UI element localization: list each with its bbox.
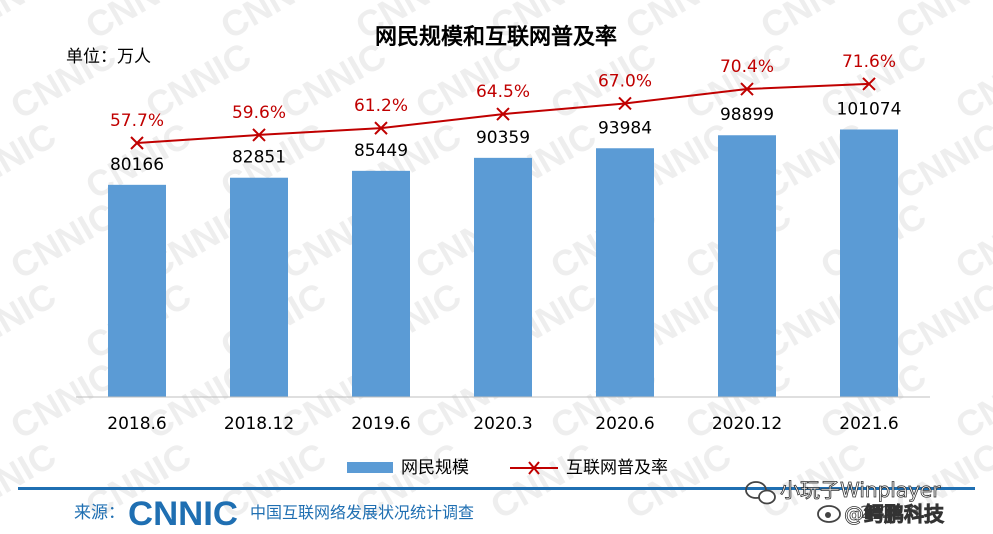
x-tick-label: 2020.6 xyxy=(595,414,654,434)
rate-marker-2020.12 xyxy=(740,82,754,96)
bar-2018.12 xyxy=(230,177,288,397)
bar-2019.6 xyxy=(352,170,410,397)
watermark-text: CNNIC xyxy=(0,114,63,207)
watermark-text: CNNIC xyxy=(484,434,603,527)
bar-value-label: 98899 xyxy=(720,105,774,125)
legend-label-rate: 互联网普及率 xyxy=(566,458,668,478)
wechat-name: 小玩子Winplayer xyxy=(780,478,941,502)
watermark-text: CNNIC xyxy=(949,354,993,447)
rate-marker-2020.6 xyxy=(618,96,632,111)
x-tick-label: 2019.6 xyxy=(351,414,410,434)
watermark-text: CNNIC xyxy=(0,0,63,47)
date-text: 2021.6 xyxy=(860,503,919,523)
watermark-text: CNNIC xyxy=(889,114,993,207)
bar-value-label: 85449 xyxy=(354,141,408,161)
watermark-text: CNNIC xyxy=(889,274,993,367)
legend-swatch-marker xyxy=(528,461,540,475)
bar-2021.6 xyxy=(840,129,898,397)
footer-divider xyxy=(18,487,975,490)
weibo-icon xyxy=(817,505,841,523)
x-tick-label: 2020.3 xyxy=(473,414,532,434)
bar-value-label: 82851 xyxy=(232,148,286,168)
rate-marker-2020.3 xyxy=(496,107,510,121)
bar-2020.3 xyxy=(474,157,532,397)
bar-2020.6 xyxy=(596,148,654,397)
x-tick-label: 2020.12 xyxy=(712,414,782,434)
cnnic-logo: CNNIC xyxy=(128,495,238,533)
bar-value-label: 80166 xyxy=(110,155,164,175)
rate-value-label: 61.2% xyxy=(354,96,408,116)
legend-swatch-bar xyxy=(347,462,393,473)
watermark-text: CNNIC xyxy=(0,434,63,527)
rate-value-label: 67.0% xyxy=(598,71,652,91)
source-text: 中国互联网络发展状况统计调查 xyxy=(250,503,474,522)
x-tick-label: 2018.6 xyxy=(107,414,166,434)
rate-value-label: 71.6% xyxy=(842,52,896,72)
legend: 网民规模 互联网普及率 xyxy=(347,458,668,478)
weibo-name: @鳄鹏科技 xyxy=(844,502,945,526)
unit-label: 单位：万人 xyxy=(66,47,151,67)
bar-value-label: 93984 xyxy=(598,118,652,138)
rate-marker-2018.12 xyxy=(252,128,266,142)
rate-value-label: 70.4% xyxy=(720,57,774,77)
watermark-text: CNNIC xyxy=(949,194,993,287)
bar-2018.6 xyxy=(108,184,166,397)
bar-2020.12 xyxy=(718,135,776,397)
rate-value-label: 57.7% xyxy=(110,111,164,131)
bar-value-label: 101074 xyxy=(837,99,902,119)
watermark-text: CNNIC xyxy=(619,434,738,527)
rate-value-label: 64.5% xyxy=(476,82,530,102)
rate-marker-2019.6 xyxy=(374,121,388,135)
rate-value-label: 59.6% xyxy=(232,103,286,123)
watermark-text: CNNIC xyxy=(0,274,63,367)
x-tick-label: 2021.6 xyxy=(839,414,898,434)
wechat-icon xyxy=(745,481,776,505)
x-tick-label: 2018.12 xyxy=(224,414,294,434)
watermark-text: CNNIC xyxy=(4,354,123,447)
bar-value-label: 90359 xyxy=(476,128,530,148)
source-label: 来源： xyxy=(74,503,125,523)
chart-title: 网民规模和互联网普及率 xyxy=(375,24,617,50)
rate-marker-2018.6 xyxy=(130,136,144,150)
legend-label-users: 网民规模 xyxy=(401,458,469,478)
rate-marker-2021.6 xyxy=(862,77,876,91)
watermark-text: CNNIC xyxy=(4,194,123,287)
watermark-text: CNNIC xyxy=(949,34,993,127)
